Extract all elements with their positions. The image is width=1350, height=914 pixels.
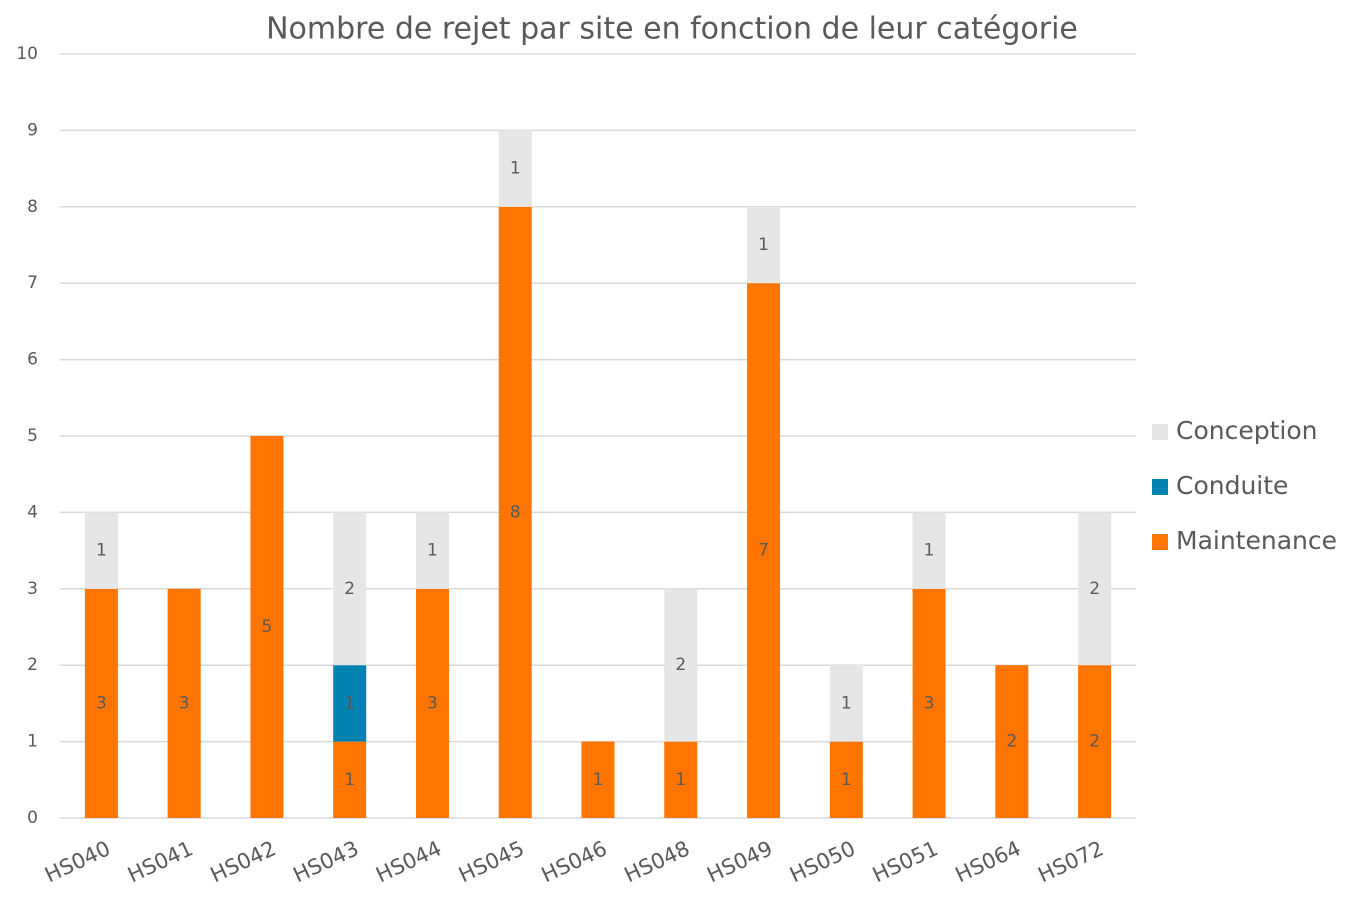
data-label: 1 [924, 541, 935, 561]
bar-segment [333, 665, 367, 742]
x-tick-label: HS048 [621, 836, 694, 887]
bar-segment [664, 741, 698, 818]
x-tick-label: HS041 [124, 836, 197, 887]
x-tick-label: HS050 [786, 836, 859, 887]
bar-segment [1078, 512, 1112, 666]
bar-segment [498, 206, 532, 819]
x-tick-label: HS045 [455, 836, 528, 887]
x-tick-label: HS040 [41, 836, 114, 887]
data-label: 2 [675, 655, 686, 675]
data-label: 2 [1006, 732, 1017, 752]
bar-segment [415, 588, 449, 818]
data-label: 3 [427, 693, 438, 713]
bar-segment [250, 436, 284, 818]
bar-segment [498, 130, 532, 207]
bar-segment [1078, 665, 1112, 818]
y-tick-label: 2 [27, 655, 38, 675]
data-label: 1 [510, 159, 521, 179]
x-tick-label: HS046 [538, 836, 611, 887]
y-tick-label: 0 [27, 808, 38, 828]
bar-segment [333, 512, 367, 666]
y-tick-label: 3 [27, 579, 38, 599]
x-tick-label: HS049 [703, 836, 776, 887]
data-label: 7 [758, 541, 769, 561]
x-tick-label: HS072 [1034, 836, 1107, 887]
bar-segment [84, 512, 118, 589]
bar-segment [829, 741, 863, 818]
y-tick-label: 5 [27, 426, 38, 446]
y-tick-label: 7 [27, 273, 38, 293]
y-tick-label: 4 [27, 502, 38, 522]
legend-label: Conception [1176, 416, 1317, 445]
x-tick-label: HS042 [207, 836, 280, 887]
data-label: 5 [262, 617, 273, 637]
x-tick-label: HS043 [289, 836, 362, 887]
bar-segment [829, 665, 863, 742]
y-tick-label: 1 [27, 732, 38, 752]
bar-segment [581, 741, 615, 818]
y-tick-label: 9 [27, 120, 38, 140]
x-tick-label: HS064 [952, 836, 1025, 887]
bar-segment [995, 665, 1029, 818]
data-label: 1 [841, 693, 852, 713]
bar-segment [167, 588, 201, 818]
legend-swatch [1152, 424, 1168, 440]
x-tick-label: HS044 [372, 836, 445, 887]
bar-segment [664, 588, 698, 742]
legend-label: Maintenance [1176, 526, 1337, 555]
bar-segment [747, 206, 781, 284]
data-label: 2 [1089, 579, 1100, 599]
bar-segment [415, 512, 449, 589]
data-label: 8 [510, 502, 521, 522]
data-label: 1 [96, 541, 107, 561]
legend-swatch [1152, 479, 1168, 495]
bar-segment [333, 741, 367, 818]
y-tick-label: 10 [16, 44, 38, 64]
legend-swatch [1152, 534, 1168, 550]
data-label: 2 [344, 579, 355, 599]
y-tick-label: 6 [27, 350, 38, 370]
data-label: 1 [427, 541, 438, 561]
data-label: 1 [344, 693, 355, 713]
bar-segment [84, 588, 118, 818]
bar-segment [912, 588, 946, 818]
data-label: 1 [675, 770, 686, 790]
bar-segment [747, 283, 781, 818]
chart-title: Nombre de rejet par site en fonction de … [266, 12, 1078, 47]
data-label: 1 [758, 235, 769, 255]
y-tick-label: 8 [27, 197, 38, 217]
legend-label: Conduite [1176, 471, 1288, 500]
data-label: 3 [96, 693, 107, 713]
data-label: 3 [179, 693, 190, 713]
data-label: 1 [841, 770, 852, 790]
data-label: 3 [924, 693, 935, 713]
data-label: 1 [344, 770, 355, 790]
data-label: 2 [1089, 732, 1100, 752]
data-label: 1 [593, 770, 604, 790]
x-tick-label: HS051 [869, 836, 942, 887]
bar-segment [912, 512, 946, 589]
